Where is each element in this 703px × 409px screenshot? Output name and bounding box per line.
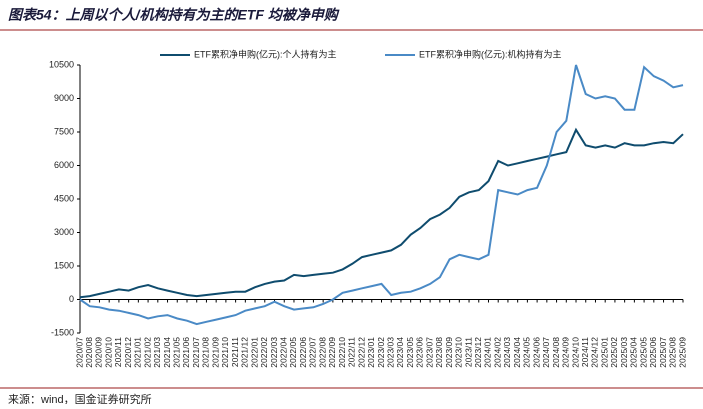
x-tick-label: 2021/10 [220,337,230,368]
x-tick-label: 2025/07 [658,337,668,368]
x-tick-label: 2023/01 [366,337,376,368]
legend-label: ETF累积净申购(亿元):个人持有为主 [194,48,337,59]
x-tick-label: 2023/11 [463,337,473,367]
chart-title: 图表54：上周以个人/机构持有为主的ETF 均被净申购 [8,7,340,23]
x-tick-label: 2022/01 [249,337,259,368]
y-tick-label: 9000 [54,93,74,103]
x-tick-label: 2021/01 [133,337,143,368]
y-tick-label: -1500 [51,327,74,337]
y-tick-label: 6000 [54,160,74,170]
x-tick-label: 2023/12 [473,337,483,368]
x-tick-label: 2024/04 [512,337,522,368]
series-line [79,127,684,299]
x-tick-label: 2020/08 [84,337,94,368]
y-tick-label: 0 [69,294,74,304]
x-tick-label: 2021/02 [142,337,152,368]
x-tick-label: 2025/01 [599,337,609,368]
x-tick-label: 2024/02 [492,337,502,368]
x-tick-label: 2023/10 [454,337,464,368]
x-tick-label: 2022/10 [337,337,347,368]
x-tick-label: 2022/04 [278,337,288,368]
series-line [79,64,684,326]
y-tick-label: 7500 [54,126,74,136]
x-tick-label: 2023/07 [424,337,434,368]
x-tick-label: 2021/04 [162,337,172,368]
x-tick-label: 2023/04 [395,337,405,368]
x-tick-label: 2023/03 [385,337,395,368]
x-tick-label: 2022/09 [327,337,337,368]
x-tick-label: 2021/09 [210,337,220,368]
x-tick-label: 2020/07 [74,337,84,368]
x-tick-label: 2025/09 [677,337,687,368]
x-tick-label: 2022/03 [269,337,279,368]
x-tick-label: 2023/09 [444,337,454,368]
x-tick-label: 2024/05 [522,337,532,368]
x-tick-label: 2021/07 [191,337,201,368]
x-tick-label: 2022/12 [356,337,366,368]
x-tick-label: 2024/08 [551,337,561,368]
x-tick-label: 2021/06 [181,337,191,368]
x-tick-label: 2022/11 [347,337,357,367]
x-tick-label: 2020/10 [103,337,113,368]
x-tick-label: 2021/12 [240,337,250,368]
x-tick-label: 2025/03 [619,337,629,368]
x-tick-label: 2025/06 [648,337,658,368]
x-tick-label: 2025/04 [629,337,639,368]
x-tick-label: 2024/03 [502,337,512,368]
x-tick-label: 2022/08 [317,337,327,368]
x-tick-label: 2023/02 [376,337,386,368]
x-tick-label: 2024/12 [590,337,600,368]
y-tick-label: 1500 [54,260,74,270]
x-tick-label: 2022/05 [288,337,298,368]
y-tick-label: 3000 [54,227,74,237]
x-tick-label: 2023/06 [415,337,425,368]
x-tick-label: 2020/09 [94,337,104,368]
legend-label: ETF累积净申购(亿元):机构持有为主 [419,48,562,59]
x-tick-label: 2025/05 [638,337,648,368]
x-tick-label: 2025/02 [609,337,619,368]
x-tick-label: 2021/11 [230,337,240,367]
source: 来源：wind，国金证券研究所 [8,392,152,404]
x-tick-label: 2023/05 [405,337,415,368]
x-tick-label: 2020/11 [113,337,123,367]
y-tick-label: 4500 [54,193,74,203]
x-tick-label: 2022/07 [308,337,318,368]
x-tick-label: 2024/01 [483,337,493,368]
x-tick-label: 2021/08 [201,337,211,368]
x-tick-label: 2021/03 [152,337,162,368]
x-tick-label: 2022/02 [259,337,269,368]
x-tick-label: 2024/11 [580,337,590,367]
x-tick-label: 2024/09 [561,337,571,368]
x-tick-label: 2020/12 [123,337,133,368]
x-tick-label: 2025/08 [668,337,678,368]
x-tick-label: 2024/07 [541,337,551,368]
x-tick-label: 2021/05 [172,337,182,368]
x-tick-label: 2023/08 [434,337,444,368]
x-tick-label: 2024/10 [570,337,580,368]
y-tick-label: 10500 [49,59,74,69]
x-tick-label: 2022/06 [298,337,308,368]
x-tick-label: 2024/06 [531,337,541,368]
